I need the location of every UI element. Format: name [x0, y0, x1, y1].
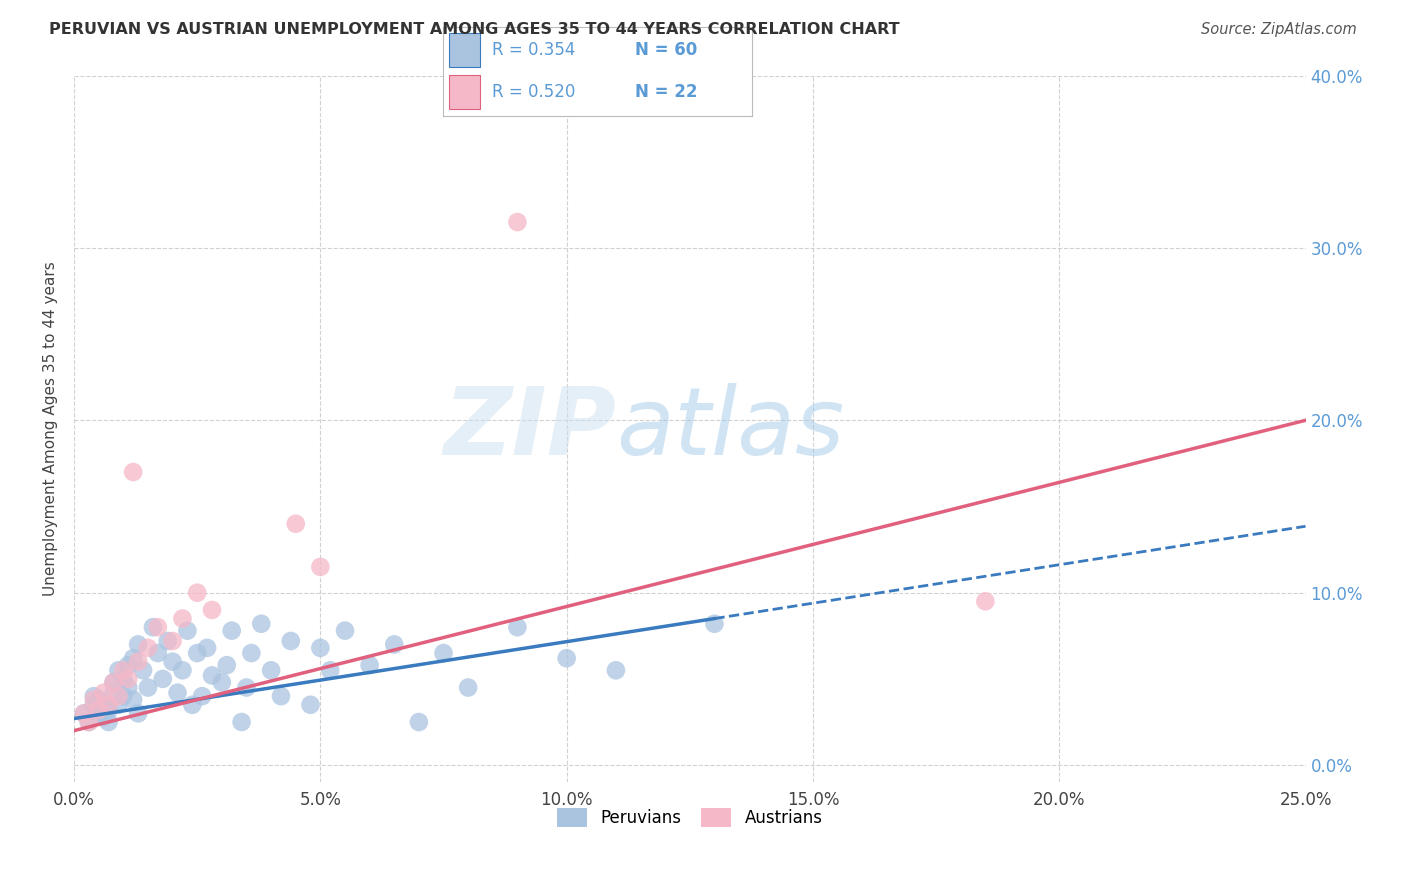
Point: [506, 215, 529, 229]
Point: [127, 706, 149, 721]
Point: [195, 640, 218, 655]
Point: [136, 681, 159, 695]
Point: [231, 714, 253, 729]
Point: [457, 681, 479, 695]
Point: [176, 624, 198, 638]
Point: [112, 689, 135, 703]
Point: [127, 655, 149, 669]
Point: [87, 692, 110, 706]
Point: [132, 663, 155, 677]
Point: [333, 624, 356, 638]
Point: [103, 686, 125, 700]
Point: [117, 681, 139, 695]
Point: [83, 689, 105, 703]
Point: [299, 698, 322, 712]
Point: [146, 620, 169, 634]
Point: [284, 516, 307, 531]
Point: [555, 651, 578, 665]
Point: [122, 465, 145, 479]
Point: [181, 698, 204, 712]
Point: [211, 675, 233, 690]
Point: [201, 668, 224, 682]
Point: [93, 710, 115, 724]
Point: [83, 692, 105, 706]
Point: [97, 698, 120, 712]
Text: atlas: atlas: [616, 384, 844, 475]
Point: [359, 658, 381, 673]
Point: [122, 651, 145, 665]
Point: [117, 672, 139, 686]
Point: [186, 646, 208, 660]
Point: [93, 686, 115, 700]
Point: [166, 686, 188, 700]
Text: R = 0.354: R = 0.354: [492, 41, 575, 59]
Point: [112, 672, 135, 686]
Legend: Peruvians, Austrians: Peruvians, Austrians: [550, 802, 830, 834]
Point: [127, 637, 149, 651]
Text: Source: ZipAtlas.com: Source: ZipAtlas.com: [1201, 22, 1357, 37]
Point: [156, 634, 179, 648]
Point: [142, 620, 165, 634]
Point: [215, 658, 238, 673]
Point: [172, 611, 194, 625]
Point: [83, 698, 105, 712]
Point: [703, 616, 725, 631]
Point: [73, 706, 96, 721]
Bar: [449, 75, 479, 109]
Point: [172, 663, 194, 677]
Y-axis label: Unemployment Among Ages 35 to 44 years: Unemployment Among Ages 35 to 44 years: [44, 261, 58, 597]
Point: [122, 692, 145, 706]
Point: [97, 714, 120, 729]
Point: [605, 663, 627, 677]
Point: [87, 703, 110, 717]
Point: [107, 689, 129, 703]
Point: [191, 689, 214, 703]
Bar: [449, 33, 479, 67]
Point: [506, 620, 529, 634]
Point: [319, 663, 342, 677]
Point: [270, 689, 292, 703]
Point: [107, 663, 129, 677]
Point: [162, 634, 184, 648]
Point: [186, 585, 208, 599]
Point: [309, 640, 332, 655]
Point: [87, 706, 110, 721]
Point: [73, 706, 96, 721]
Point: [201, 603, 224, 617]
Text: PERUVIAN VS AUSTRIAN UNEMPLOYMENT AMONG AGES 35 TO 44 YEARS CORRELATION CHART: PERUVIAN VS AUSTRIAN UNEMPLOYMENT AMONG …: [49, 22, 900, 37]
Point: [146, 646, 169, 660]
Point: [382, 637, 405, 651]
Point: [97, 703, 120, 717]
Text: R = 0.520: R = 0.520: [492, 83, 575, 101]
Point: [107, 698, 129, 712]
Point: [103, 675, 125, 690]
Point: [235, 681, 257, 695]
Point: [974, 594, 997, 608]
Point: [221, 624, 243, 638]
Point: [309, 559, 332, 574]
Point: [103, 675, 125, 690]
Point: [117, 658, 139, 673]
Text: ZIP: ZIP: [443, 383, 616, 475]
Point: [77, 714, 100, 729]
Point: [260, 663, 283, 677]
Point: [93, 698, 115, 712]
Point: [162, 655, 184, 669]
Point: [280, 634, 302, 648]
Point: [250, 616, 273, 631]
Point: [112, 663, 135, 677]
Point: [152, 672, 174, 686]
Text: N = 60: N = 60: [634, 41, 697, 59]
Point: [240, 646, 263, 660]
Point: [136, 640, 159, 655]
Point: [77, 714, 100, 729]
Point: [408, 714, 430, 729]
Text: N = 22: N = 22: [634, 83, 697, 101]
Point: [432, 646, 454, 660]
